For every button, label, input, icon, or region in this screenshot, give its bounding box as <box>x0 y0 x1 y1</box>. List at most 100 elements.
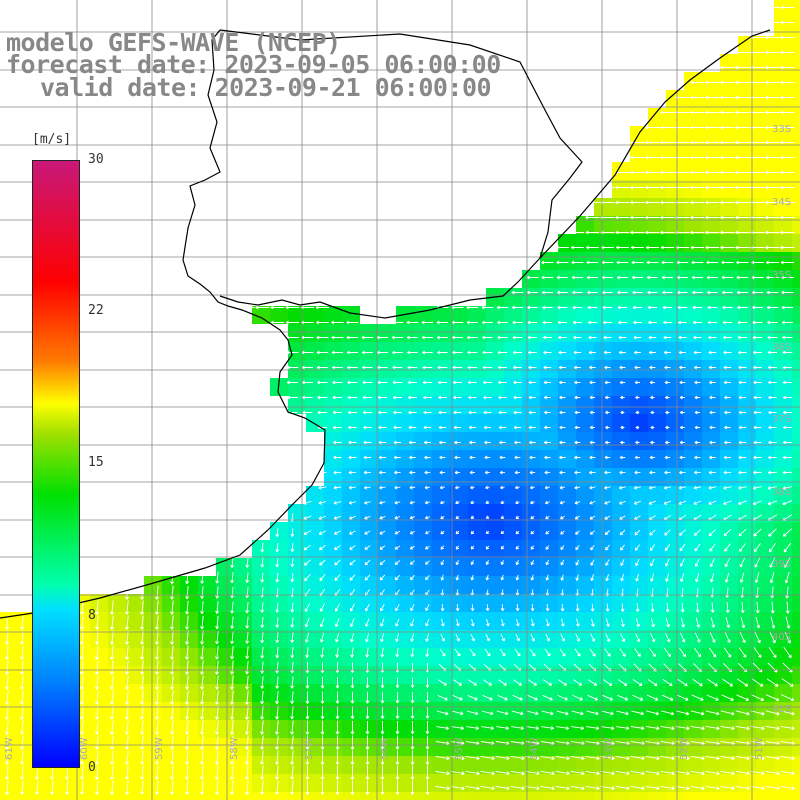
wind-arrow <box>616 710 629 716</box>
field-cell <box>558 252 576 270</box>
field-cell <box>234 612 252 630</box>
field-cell <box>306 306 324 324</box>
wind-arrow <box>590 559 595 566</box>
wind-arrow <box>362 365 373 370</box>
field-cell <box>720 756 738 774</box>
field-cell <box>522 414 540 432</box>
field-cell <box>306 396 324 414</box>
wind-arrow <box>767 500 778 506</box>
wind-arrow <box>780 170 795 175</box>
wind-arrow <box>470 633 475 642</box>
wind-arrow <box>765 260 779 265</box>
wind-arrow <box>409 530 415 535</box>
field-cell <box>720 288 738 306</box>
field-cell <box>90 612 108 630</box>
wind-arrow <box>125 690 129 705</box>
field-cell <box>594 198 612 216</box>
wind-arrow <box>781 290 794 295</box>
field-cell <box>396 522 414 540</box>
wind-arrow <box>318 515 327 520</box>
wind-arrow <box>255 305 270 310</box>
field-cell <box>666 720 684 738</box>
wind-arrow <box>783 647 792 659</box>
wind-arrow <box>200 571 205 584</box>
field-cell <box>612 252 630 270</box>
field-cell <box>558 612 576 630</box>
wind-arrow <box>559 440 566 445</box>
wind-arrow <box>540 741 555 746</box>
wind-arrow <box>80 780 84 795</box>
wind-arrow <box>467 694 478 701</box>
wind-arrow <box>765 756 780 761</box>
wind-arrow <box>630 741 645 746</box>
colorbar-tick-8: 8 <box>88 608 96 623</box>
field-cell <box>558 756 576 774</box>
wind-arrow <box>780 125 795 130</box>
field-cell <box>738 108 756 126</box>
wind-arrow <box>570 741 585 746</box>
field-cell <box>0 666 18 684</box>
wind-arrow <box>409 470 416 475</box>
field-cell <box>486 486 504 504</box>
wind-arrow <box>690 245 705 250</box>
wind-arrow <box>753 455 762 460</box>
field-cell <box>0 630 18 648</box>
wind-arrow <box>660 245 674 250</box>
wind-arrow <box>665 558 670 567</box>
field-cell <box>756 252 774 270</box>
wind-arrow <box>634 544 641 551</box>
field-cell <box>378 792 396 800</box>
wind-arrow <box>720 110 735 115</box>
field-cell <box>720 180 738 198</box>
wind-arrow <box>230 705 234 720</box>
wind-arrow <box>365 633 370 643</box>
wind-arrow <box>675 771 690 776</box>
field-cell <box>396 576 414 594</box>
wind-arrow <box>425 560 430 565</box>
wind-arrow <box>200 630 204 645</box>
wind-arrow <box>645 230 660 235</box>
field-cell <box>702 72 720 90</box>
wind-arrow <box>750 741 765 746</box>
wind-arrow <box>335 662 340 673</box>
field-cell <box>774 18 792 36</box>
colorbar-tick-15: 15 <box>88 455 104 470</box>
field-cell <box>576 360 594 378</box>
wind-arrow <box>709 380 716 385</box>
wind-arrow <box>513 679 522 686</box>
field-cell <box>468 522 486 540</box>
field-cell <box>324 414 342 432</box>
wind-arrow <box>780 710 795 716</box>
wind-arrow <box>65 780 69 795</box>
wind-arrow <box>497 694 508 701</box>
wind-arrow <box>364 574 371 581</box>
field-cell <box>396 630 414 648</box>
field-cell <box>540 306 558 324</box>
wind-arrow <box>275 735 279 750</box>
field-cell <box>756 360 774 378</box>
wind-arrow <box>630 245 644 250</box>
wind-arrow <box>765 125 780 130</box>
field-cell <box>684 342 702 360</box>
field-cell <box>540 720 558 738</box>
field-cell <box>756 612 774 630</box>
field-cell <box>0 720 18 738</box>
wind-arrow <box>500 530 505 535</box>
field-cell <box>396 702 414 720</box>
wind-arrow <box>125 735 129 750</box>
wind-arrow <box>765 771 780 776</box>
field-cell <box>396 360 414 378</box>
wind-arrow <box>407 365 418 370</box>
wind-arrow <box>765 741 780 746</box>
wind-arrow <box>675 726 690 731</box>
wind-arrow <box>574 648 581 657</box>
wind-arrow <box>586 245 599 250</box>
wind-arrow <box>185 705 189 720</box>
field-cell <box>468 432 486 450</box>
field-cell <box>558 702 576 720</box>
wind-arrow <box>740 587 745 598</box>
wind-arrow <box>320 706 325 720</box>
wind-arrow <box>780 260 795 265</box>
field-cell <box>378 648 396 666</box>
